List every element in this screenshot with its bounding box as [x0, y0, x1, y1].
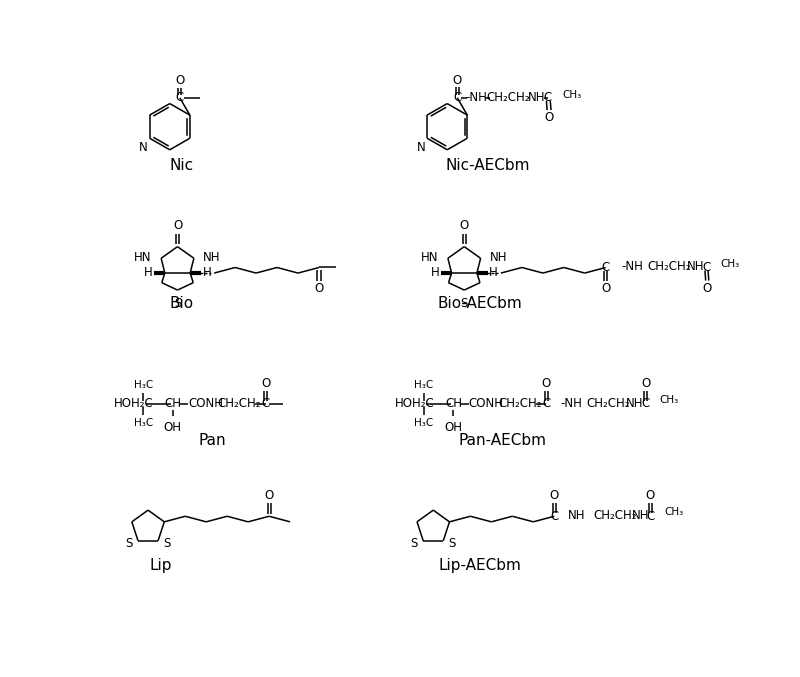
- Text: -NH: -NH: [622, 260, 643, 274]
- Text: Pan: Pan: [198, 433, 226, 448]
- Text: -NH: -NH: [465, 91, 486, 104]
- Text: CH₂CH₂: CH₂CH₂: [586, 397, 630, 410]
- Text: H₃C: H₃C: [134, 380, 153, 390]
- Text: NH: NH: [632, 509, 650, 522]
- Text: CH: CH: [445, 397, 462, 410]
- Text: O: O: [173, 219, 182, 232]
- Text: NH: NH: [568, 509, 586, 522]
- Text: HN: HN: [134, 251, 152, 264]
- Text: O: O: [550, 489, 559, 502]
- Text: C: C: [176, 91, 184, 104]
- Text: O: O: [460, 219, 469, 232]
- Text: C: C: [702, 261, 710, 274]
- Text: H: H: [202, 266, 211, 279]
- Text: C: C: [262, 397, 270, 410]
- Text: CH₂CH₂: CH₂CH₂: [593, 509, 637, 522]
- Text: Nic-AECbm: Nic-AECbm: [446, 158, 530, 173]
- Text: C: C: [544, 91, 552, 104]
- Text: CH₂CH₂: CH₂CH₂: [486, 91, 530, 104]
- Text: CH₂CH₂: CH₂CH₂: [218, 397, 262, 410]
- Text: N: N: [139, 141, 148, 154]
- Text: H: H: [430, 266, 439, 279]
- Text: N: N: [417, 141, 426, 154]
- Text: Bio-AECbm: Bio-AECbm: [438, 297, 522, 311]
- Text: S: S: [449, 538, 456, 550]
- Text: Pan-AECbm: Pan-AECbm: [459, 433, 547, 448]
- Text: HOH₂C: HOH₂C: [394, 397, 434, 410]
- Text: O: O: [545, 110, 554, 123]
- Text: CONH: CONH: [469, 397, 503, 410]
- Text: OH: OH: [445, 421, 462, 434]
- Text: C: C: [646, 510, 654, 523]
- Text: NH: NH: [528, 91, 546, 104]
- Text: CH₃: CH₃: [562, 89, 581, 100]
- Text: CH₂CH₂: CH₂CH₂: [498, 397, 542, 410]
- Text: NH: NH: [626, 397, 643, 410]
- Text: HOH₂C: HOH₂C: [114, 397, 154, 410]
- Text: CH₃: CH₃: [659, 395, 679, 405]
- Text: Bio: Bio: [170, 297, 194, 311]
- Text: O: O: [542, 376, 551, 389]
- Text: CH₃: CH₃: [664, 507, 683, 517]
- Text: S: S: [126, 538, 133, 550]
- Text: O: O: [314, 282, 324, 294]
- Text: O: O: [601, 282, 610, 294]
- Text: C: C: [542, 397, 550, 410]
- Text: CONH: CONH: [188, 397, 223, 410]
- Text: H: H: [490, 266, 498, 279]
- Text: O: O: [646, 489, 655, 502]
- Text: Lip-AECbm: Lip-AECbm: [438, 558, 521, 573]
- Text: S: S: [461, 297, 468, 310]
- Text: C: C: [550, 510, 558, 523]
- Text: S: S: [174, 297, 181, 310]
- Text: NH: NH: [490, 251, 507, 264]
- Text: CH₃: CH₃: [721, 259, 740, 269]
- Text: NH: NH: [687, 260, 705, 274]
- Text: O: O: [265, 489, 274, 502]
- Text: OH: OH: [164, 421, 182, 434]
- Text: C: C: [453, 91, 462, 104]
- Text: O: O: [641, 376, 650, 389]
- Text: H: H: [144, 266, 153, 279]
- Text: -NH: -NH: [560, 397, 582, 410]
- Text: CH₂CH₂: CH₂CH₂: [647, 260, 691, 274]
- Text: H₃C: H₃C: [414, 418, 434, 428]
- Text: S: S: [410, 538, 418, 550]
- Text: O: O: [453, 74, 462, 87]
- Text: NH: NH: [203, 251, 221, 264]
- Text: H₃C: H₃C: [414, 380, 434, 390]
- Text: O: O: [262, 376, 270, 389]
- Text: O: O: [702, 282, 712, 294]
- Text: Lip: Lip: [149, 558, 172, 573]
- Text: O: O: [175, 74, 185, 87]
- Text: S: S: [163, 538, 171, 550]
- Text: C: C: [642, 397, 650, 410]
- Text: H₃C: H₃C: [134, 418, 153, 428]
- Text: CH: CH: [164, 397, 182, 410]
- Text: Nic: Nic: [170, 158, 194, 173]
- Text: HN: HN: [421, 251, 438, 264]
- Text: C: C: [602, 261, 610, 274]
